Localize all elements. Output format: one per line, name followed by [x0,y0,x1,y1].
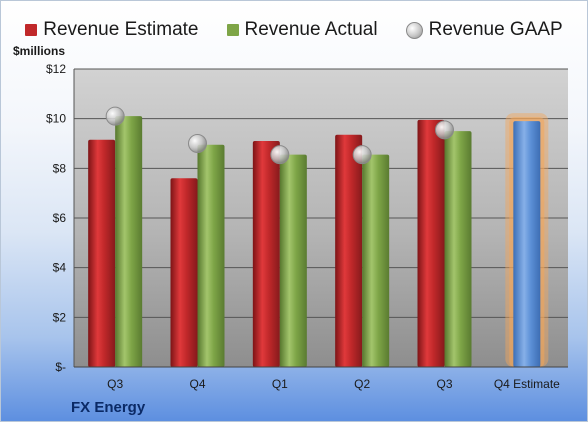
marker-revenue-gaap [435,120,454,140]
bar-revenue-actual [115,116,143,367]
legend-swatch-estimate [25,24,38,36]
bar-revenue-estimate [170,178,198,367]
bar-forecast [513,121,541,368]
legend-label-estimate: Revenue Estimate [43,19,199,40]
legend-swatch-gaap [405,21,423,39]
y-tick-label: $- [55,360,66,374]
marker-revenue-gaap [188,134,207,153]
x-tick-label: Q4 [189,377,205,391]
bar-revenue-estimate [252,141,280,367]
marker-revenue-gaap [270,145,290,165]
y-tick-label: $6 [53,211,67,225]
legend-item-gaap: Revenue GAAP [405,19,563,41]
bar-revenue-actual [197,144,225,367]
legend-swatch-actual [226,24,239,36]
bar-revenue-estimate [335,134,363,367]
legend-item-estimate: Revenue Estimate [25,19,199,41]
x-tick-label: Q3 [436,377,452,391]
bar-revenue-estimate [88,139,116,367]
y-tick-label: $12 [46,62,66,76]
legend-label-gaap: Revenue GAAP [428,19,563,40]
y-tick-label: $4 [53,261,67,275]
bar-revenue-actual [279,154,307,367]
legend-label-actual: Revenue Actual [244,19,378,40]
legend: Revenue Estimate Revenue Actual Revenue … [1,15,587,45]
x-tick-label: Q2 [354,377,370,391]
bar-revenue-actual [444,131,472,367]
company-name: FX Energy [71,399,146,416]
legend-item-actual: Revenue Actual [226,19,378,41]
y-tick-label: $8 [53,161,67,175]
bar-revenue-actual [362,154,390,367]
x-tick-label: Q1 [272,377,288,391]
y-tick-label: $2 [53,310,67,324]
y-unit-label: $millions [13,44,66,58]
x-tick-label: Q4 Estimate [494,377,560,391]
y-tick-label: $10 [46,112,66,126]
marker-revenue-gaap [352,145,372,165]
bar-revenue-estimate [417,119,445,368]
x-tick-label: Q3 [107,377,123,391]
marker-revenue-gaap [105,106,125,126]
